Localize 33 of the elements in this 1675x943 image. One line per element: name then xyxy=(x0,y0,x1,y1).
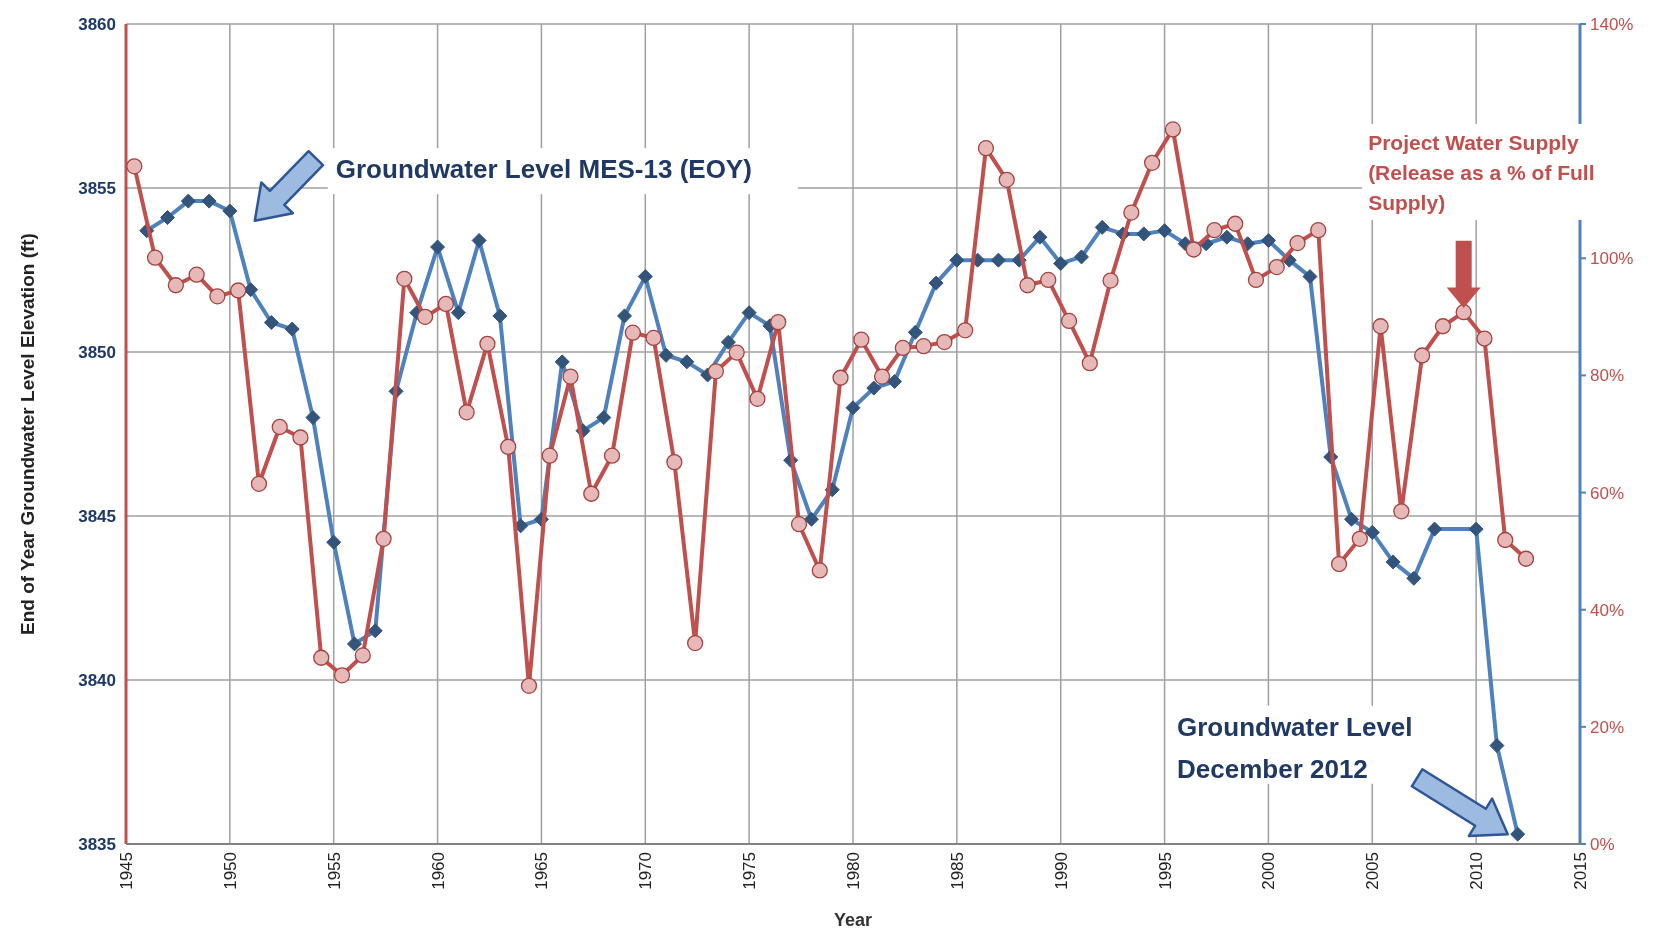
y-tick-label: 3855 xyxy=(78,178,116,198)
y2-tick-label: 60% xyxy=(1590,483,1625,503)
x-tick-label: 2015 xyxy=(1570,852,1590,890)
y-axis-title: End of Year Groundwater Level Elevation (ft) xyxy=(17,233,38,635)
x-tick-label: 1970 xyxy=(636,852,656,890)
x-tick-label: 1950 xyxy=(220,852,240,890)
y-tick-label: 3860 xyxy=(78,14,116,34)
x-tick-label: 1985 xyxy=(947,852,967,890)
x-tick-label: 2010 xyxy=(1467,852,1487,890)
x-tick-label: 1965 xyxy=(532,852,552,890)
y-tick-label: 3845 xyxy=(78,506,116,526)
y-tick-label: 3850 xyxy=(78,342,116,362)
x-tick-label: 2000 xyxy=(1259,852,1279,890)
x-tick-label: 1990 xyxy=(1051,852,1071,890)
x-tick-label: 1960 xyxy=(428,852,448,890)
text: Groundwater Level MES-13 (EOY) xyxy=(335,154,752,185)
x-tick-label: 1975 xyxy=(740,852,760,890)
x-tick-label: 1955 xyxy=(324,852,344,890)
annotation: Groundwater Level December 2012 xyxy=(1177,711,1413,784)
x-tick-label: 1995 xyxy=(1155,852,1175,890)
y-tick-label: 3840 xyxy=(78,670,116,690)
y2-tick-label: 140% xyxy=(1590,14,1634,34)
x-axis-title: Year xyxy=(833,910,873,930)
y2-tick-label: 40% xyxy=(1590,600,1625,620)
y2-tick-label: 0% xyxy=(1590,834,1615,854)
x-tick-label: 2005 xyxy=(1363,852,1383,890)
y2-tick-label: 100% xyxy=(1590,249,1634,269)
y-tick-label: 3835 xyxy=(78,834,116,854)
y2-tick-label: 20% xyxy=(1590,717,1625,737)
y2-tick-label: 80% xyxy=(1590,366,1625,386)
x-tick-label: 1980 xyxy=(843,852,863,890)
text: Project Water Supply (Release as a % of Full Supply) xyxy=(1368,130,1595,214)
x-tick-label: 1945 xyxy=(116,852,136,890)
